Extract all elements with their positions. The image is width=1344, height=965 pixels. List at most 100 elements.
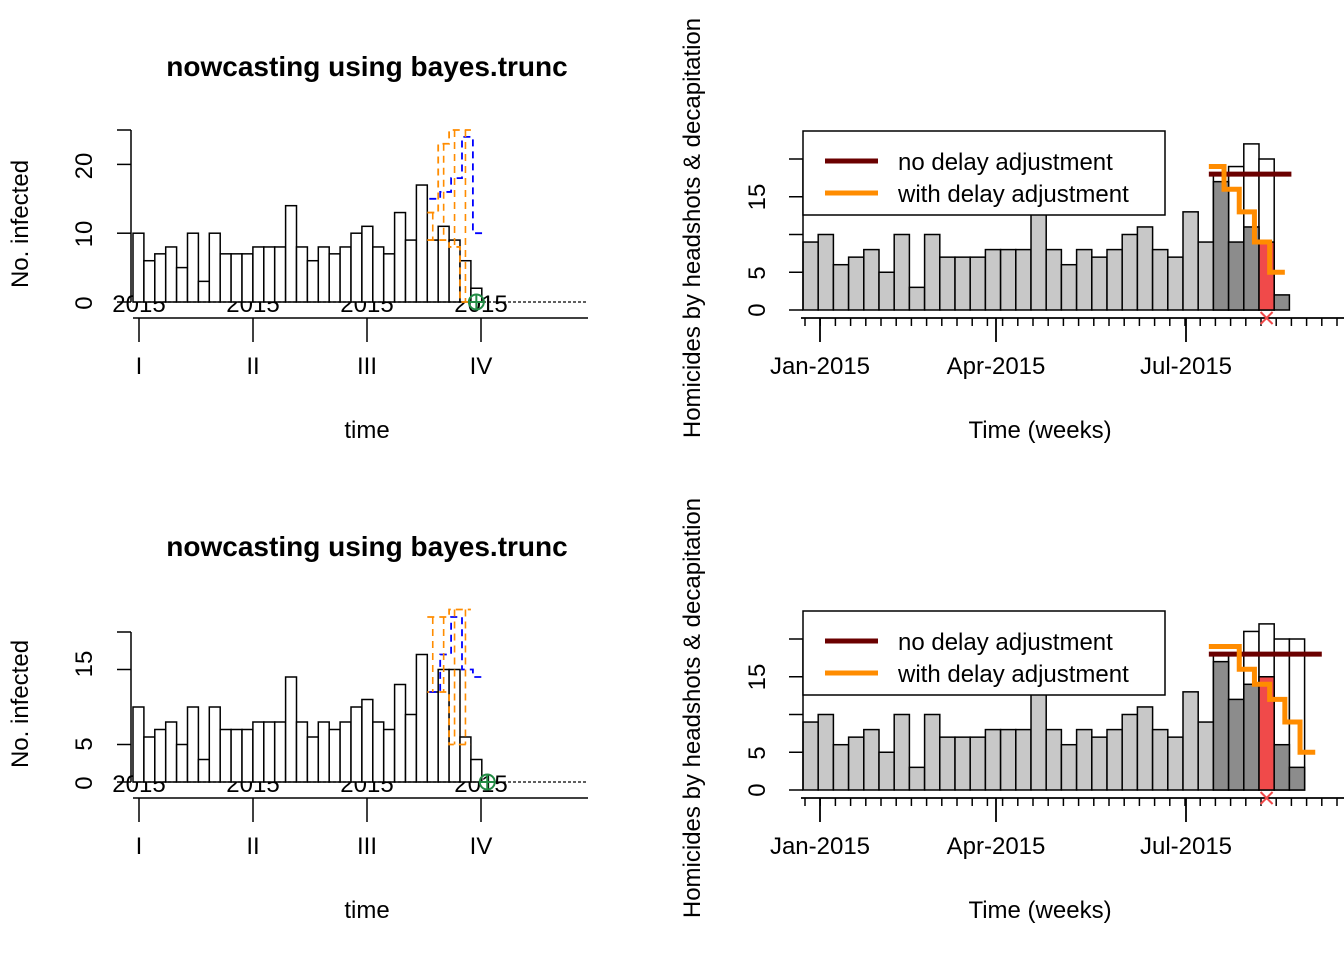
delay-top-ytick-0: 0 <box>744 303 771 316</box>
nowcast-top-bar-12 <box>263 246 276 303</box>
nowcast-bottom-bar-23 <box>382 728 396 783</box>
delay-bottom-ytick-1: 5 <box>744 746 771 759</box>
delay-bottom-bar-14 <box>1015 728 1032 791</box>
nowcast-top-bar-9 <box>230 253 243 303</box>
delay-top-now-marker <box>1259 311 1274 325</box>
delay-bottom-xtick-1: Apr-2015 <box>947 833 1046 860</box>
delay-bottom-bar-27 <box>1212 660 1230 791</box>
delay-bottom-bar-13 <box>999 728 1017 791</box>
nowcast-top-quarter-3: IV <box>470 353 493 380</box>
nowcast-top-nowcast-lower <box>427 239 471 303</box>
nowcast-bottom-ytick-labels: 0 5 15 <box>71 651 98 790</box>
delay-top-bar-14 <box>1015 248 1032 311</box>
nowcast-bottom-bar-19 <box>339 721 352 783</box>
delay-bottom-bar-32 <box>1288 766 1306 791</box>
nowcast-bottom-bar-12 <box>263 721 276 783</box>
nowcast-top-bar-16 <box>306 259 320 303</box>
nowcast-bottom-bar-9 <box>230 728 243 783</box>
delay-bottom-bar-6 <box>893 713 911 791</box>
nowcast-top-panel: nowcasting using bayes.trunc No. infecte… <box>7 51 588 444</box>
nowcast-bottom-bar-24 <box>393 683 407 783</box>
delay-bottom-bar-0 <box>802 721 819 791</box>
nowcast-top-quarter-1: II <box>246 353 259 380</box>
delay-top-bar-24 <box>1167 256 1184 311</box>
nowcast-bottom-ytick-2: 15 <box>71 651 98 678</box>
delay-bottom-bar-22 <box>1136 706 1154 791</box>
delay-bottom-bar-21 <box>1121 713 1139 791</box>
nowcast-bottom-ylabel: No. infected <box>7 640 34 768</box>
nowcast-top-bar-17 <box>317 246 330 303</box>
nowcast-top-nowcast-median <box>429 135 484 235</box>
nowcast-top-bar-13 <box>273 246 287 303</box>
delay-bottom-bar-1 <box>817 713 835 791</box>
nowcast-bottom-bar-15 <box>295 721 309 783</box>
nowcast-bottom-bar-1 <box>143 736 156 783</box>
delay-bottom-bar-31 <box>1273 743 1291 791</box>
nowcast-top-quarter-labels: I II III IV <box>136 353 493 380</box>
delay-top-bar-26 <box>1197 241 1215 311</box>
nowcast-top-quarter-0: I <box>136 353 143 380</box>
nowcast-top-bar-8 <box>219 253 232 303</box>
delay-top-legend-box <box>802 130 1166 216</box>
nowcast-top-bar-6 <box>197 280 211 303</box>
delay-bottom-ylabel: Homicides by headshots & decapitation <box>679 498 706 918</box>
delay-top-bar-13 <box>999 248 1017 311</box>
delay-bottom-bar-16 <box>1045 728 1063 791</box>
nowcast-top-ytick-2: 20 <box>71 153 98 180</box>
delay-bottom-bar-3 <box>847 736 865 791</box>
nowcast-bottom-title: nowcasting using bayes.trunc <box>166 531 567 562</box>
nowcast-top-title: nowcasting using bayes.trunc <box>166 51 567 82</box>
delay-bottom-bar-11 <box>969 736 987 791</box>
nowcast-bottom-nowcast-lower <box>427 691 471 746</box>
delay-bottom-legend-no-delay: no delay adjustment <box>898 629 1113 656</box>
delay-top-bar-2 <box>832 263 850 311</box>
delay-bottom-bar-25 <box>1182 691 1199 791</box>
nowcast-bottom-bar-5 <box>186 706 200 783</box>
nowcast-bottom-bar-21 <box>361 698 374 783</box>
delay-bottom-xtick-0: Jan-2015 <box>770 833 870 860</box>
delay-top-ytick-1: 5 <box>744 266 771 279</box>
nowcast-top-bar-19 <box>339 246 352 303</box>
nowcast-bottom-nowcast-median <box>429 616 484 693</box>
delay-top-bar-27 <box>1212 180 1230 311</box>
delay-bottom-bar-9 <box>939 736 956 791</box>
delay-bottom-with-delay-line <box>1208 644 1316 755</box>
delay-top-bar-19 <box>1091 256 1108 311</box>
delay-bottom-bar-20 <box>1106 728 1123 791</box>
delay-bottom-ytick-0: 0 <box>744 783 771 796</box>
delay-top-bar-9 <box>939 256 956 311</box>
delay-bottom-xlabel: Time (weeks) <box>968 897 1111 924</box>
nowcast-top-bar-11 <box>252 246 265 303</box>
delay-top-bar-28 <box>1227 241 1245 311</box>
nowcast-bottom-ytick-1: 5 <box>71 737 98 750</box>
delay-top-ytick-2: 15 <box>744 184 771 211</box>
delay-top-bar-15 <box>1030 203 1047 311</box>
nowcast-top-nowcast-upper <box>427 129 471 214</box>
nowcast-bottom-bar-7 <box>208 706 221 783</box>
nowcast-top-bar-3 <box>164 246 178 303</box>
nowcast-bottom-bar-10 <box>241 728 254 783</box>
delay-top-bar-25 <box>1182 211 1199 311</box>
delay-bottom-bar-29 <box>1243 683 1260 791</box>
nowcast-bottom-bar-18 <box>328 728 341 783</box>
nowcast-bottom-quarter-3: IV <box>470 833 493 860</box>
nowcast-top-bar-0 <box>132 232 145 303</box>
nowcast-top-ylabel: No. infected <box>7 160 34 288</box>
nowcast-bottom-quarter-labels: I II III IV <box>136 833 493 860</box>
delay-top-bar-18 <box>1075 248 1093 311</box>
delay-top-ytick-labels: 0 5 15 <box>744 184 771 317</box>
delay-bottom-bar-15 <box>1030 683 1047 791</box>
delay-bottom-bar-17 <box>1060 743 1078 791</box>
nowcast-top-bar-4 <box>175 266 189 303</box>
nowcast-bottom-quarter-1: II <box>246 833 259 860</box>
nowcast-top-bar-18 <box>328 253 341 303</box>
delay-top-bar-22 <box>1136 226 1154 311</box>
delay-bottom-bar-28 <box>1227 698 1245 791</box>
nowcast-top-ytick-labels: 0 10 20 <box>71 153 98 310</box>
nowcast-bottom-bar-20 <box>350 706 363 783</box>
delay-bottom-legend: no delay adjustment with delay adjustmen… <box>802 610 1166 696</box>
delay-bottom-bar-30 <box>1258 676 1275 791</box>
delay-bottom-ytick-labels: 0 5 15 <box>744 664 771 797</box>
nowcast-bottom-bar-27 <box>426 691 439 783</box>
